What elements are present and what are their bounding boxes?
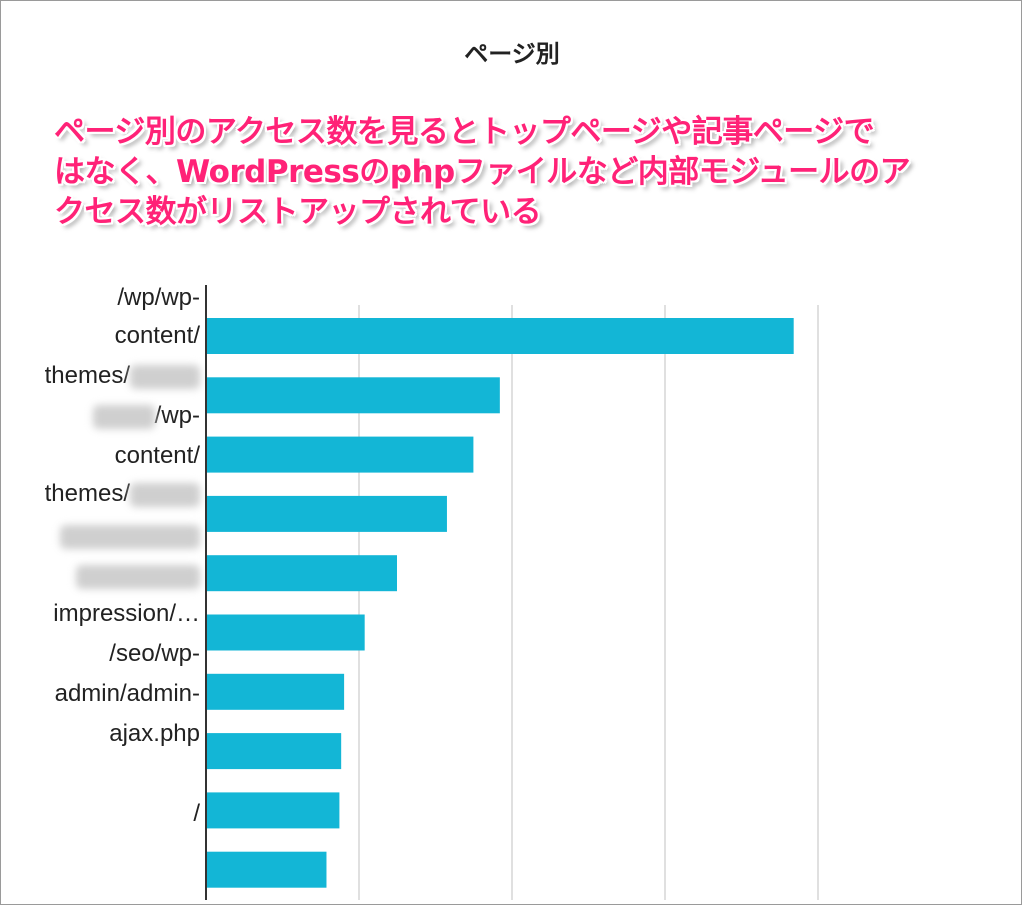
bar[interactable] <box>206 614 365 651</box>
y-label-text <box>76 562 200 590</box>
bar[interactable] <box>206 495 447 532</box>
bar[interactable] <box>206 555 397 592</box>
bar[interactable] <box>206 792 340 829</box>
y-label-text: content/ <box>114 322 200 349</box>
redacted-text <box>130 364 200 389</box>
y-label-text: /wp/wp- <box>117 284 200 311</box>
bar[interactable] <box>206 436 474 473</box>
annotation-line-3: クセス数がリストアップされている <box>54 194 542 230</box>
y-label-text: admin/admin- <box>54 680 200 707</box>
y-label-text: impression/… <box>53 600 200 627</box>
bar[interactable] <box>206 377 500 414</box>
bar[interactable] <box>206 673 345 710</box>
annotation-line-2: はなく、WordPressのphpファイルなど内部モジュールのア <box>54 154 911 190</box>
chart-title: ページ別 <box>464 40 560 68</box>
y-label-text: themes/ <box>45 362 200 390</box>
y-label-text: content/ <box>114 442 200 469</box>
redacted-text <box>60 524 200 549</box>
annotation-note: ページ別のアクセス数を見るとトップページや記事ページで はなく、WordPres… <box>54 112 984 232</box>
y-label-text: ajax.php <box>109 720 200 747</box>
y-label-text: /seo/wp- <box>109 640 200 667</box>
y-label-text: /wp- <box>92 402 200 430</box>
y-label-text: themes/ <box>45 480 200 508</box>
redacted-text <box>92 404 155 429</box>
bar[interactable] <box>206 318 794 354</box>
y-label-text <box>60 522 200 550</box>
redacted-text <box>76 564 200 589</box>
redacted-text <box>130 482 200 507</box>
annotation-line-1: ページ別のアクセス数を見るとトップページや記事ページで <box>54 114 875 150</box>
y-label-text: / <box>193 800 200 827</box>
bar[interactable] <box>206 733 342 770</box>
bar[interactable] <box>206 851 327 888</box>
